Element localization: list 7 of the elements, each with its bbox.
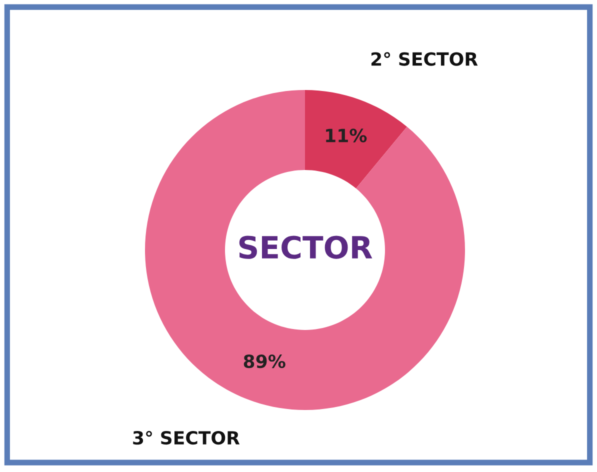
data-label: 11% [326, 128, 367, 142]
donut-slice [305, 90, 407, 188]
slice-label: 2° SECTOR [371, 52, 478, 66]
slice-label: 3° SECTOR [133, 430, 240, 445]
data-label: 89% [244, 354, 286, 368]
text: SECTOR [239, 236, 372, 259]
donut-slice [145, 90, 465, 410]
